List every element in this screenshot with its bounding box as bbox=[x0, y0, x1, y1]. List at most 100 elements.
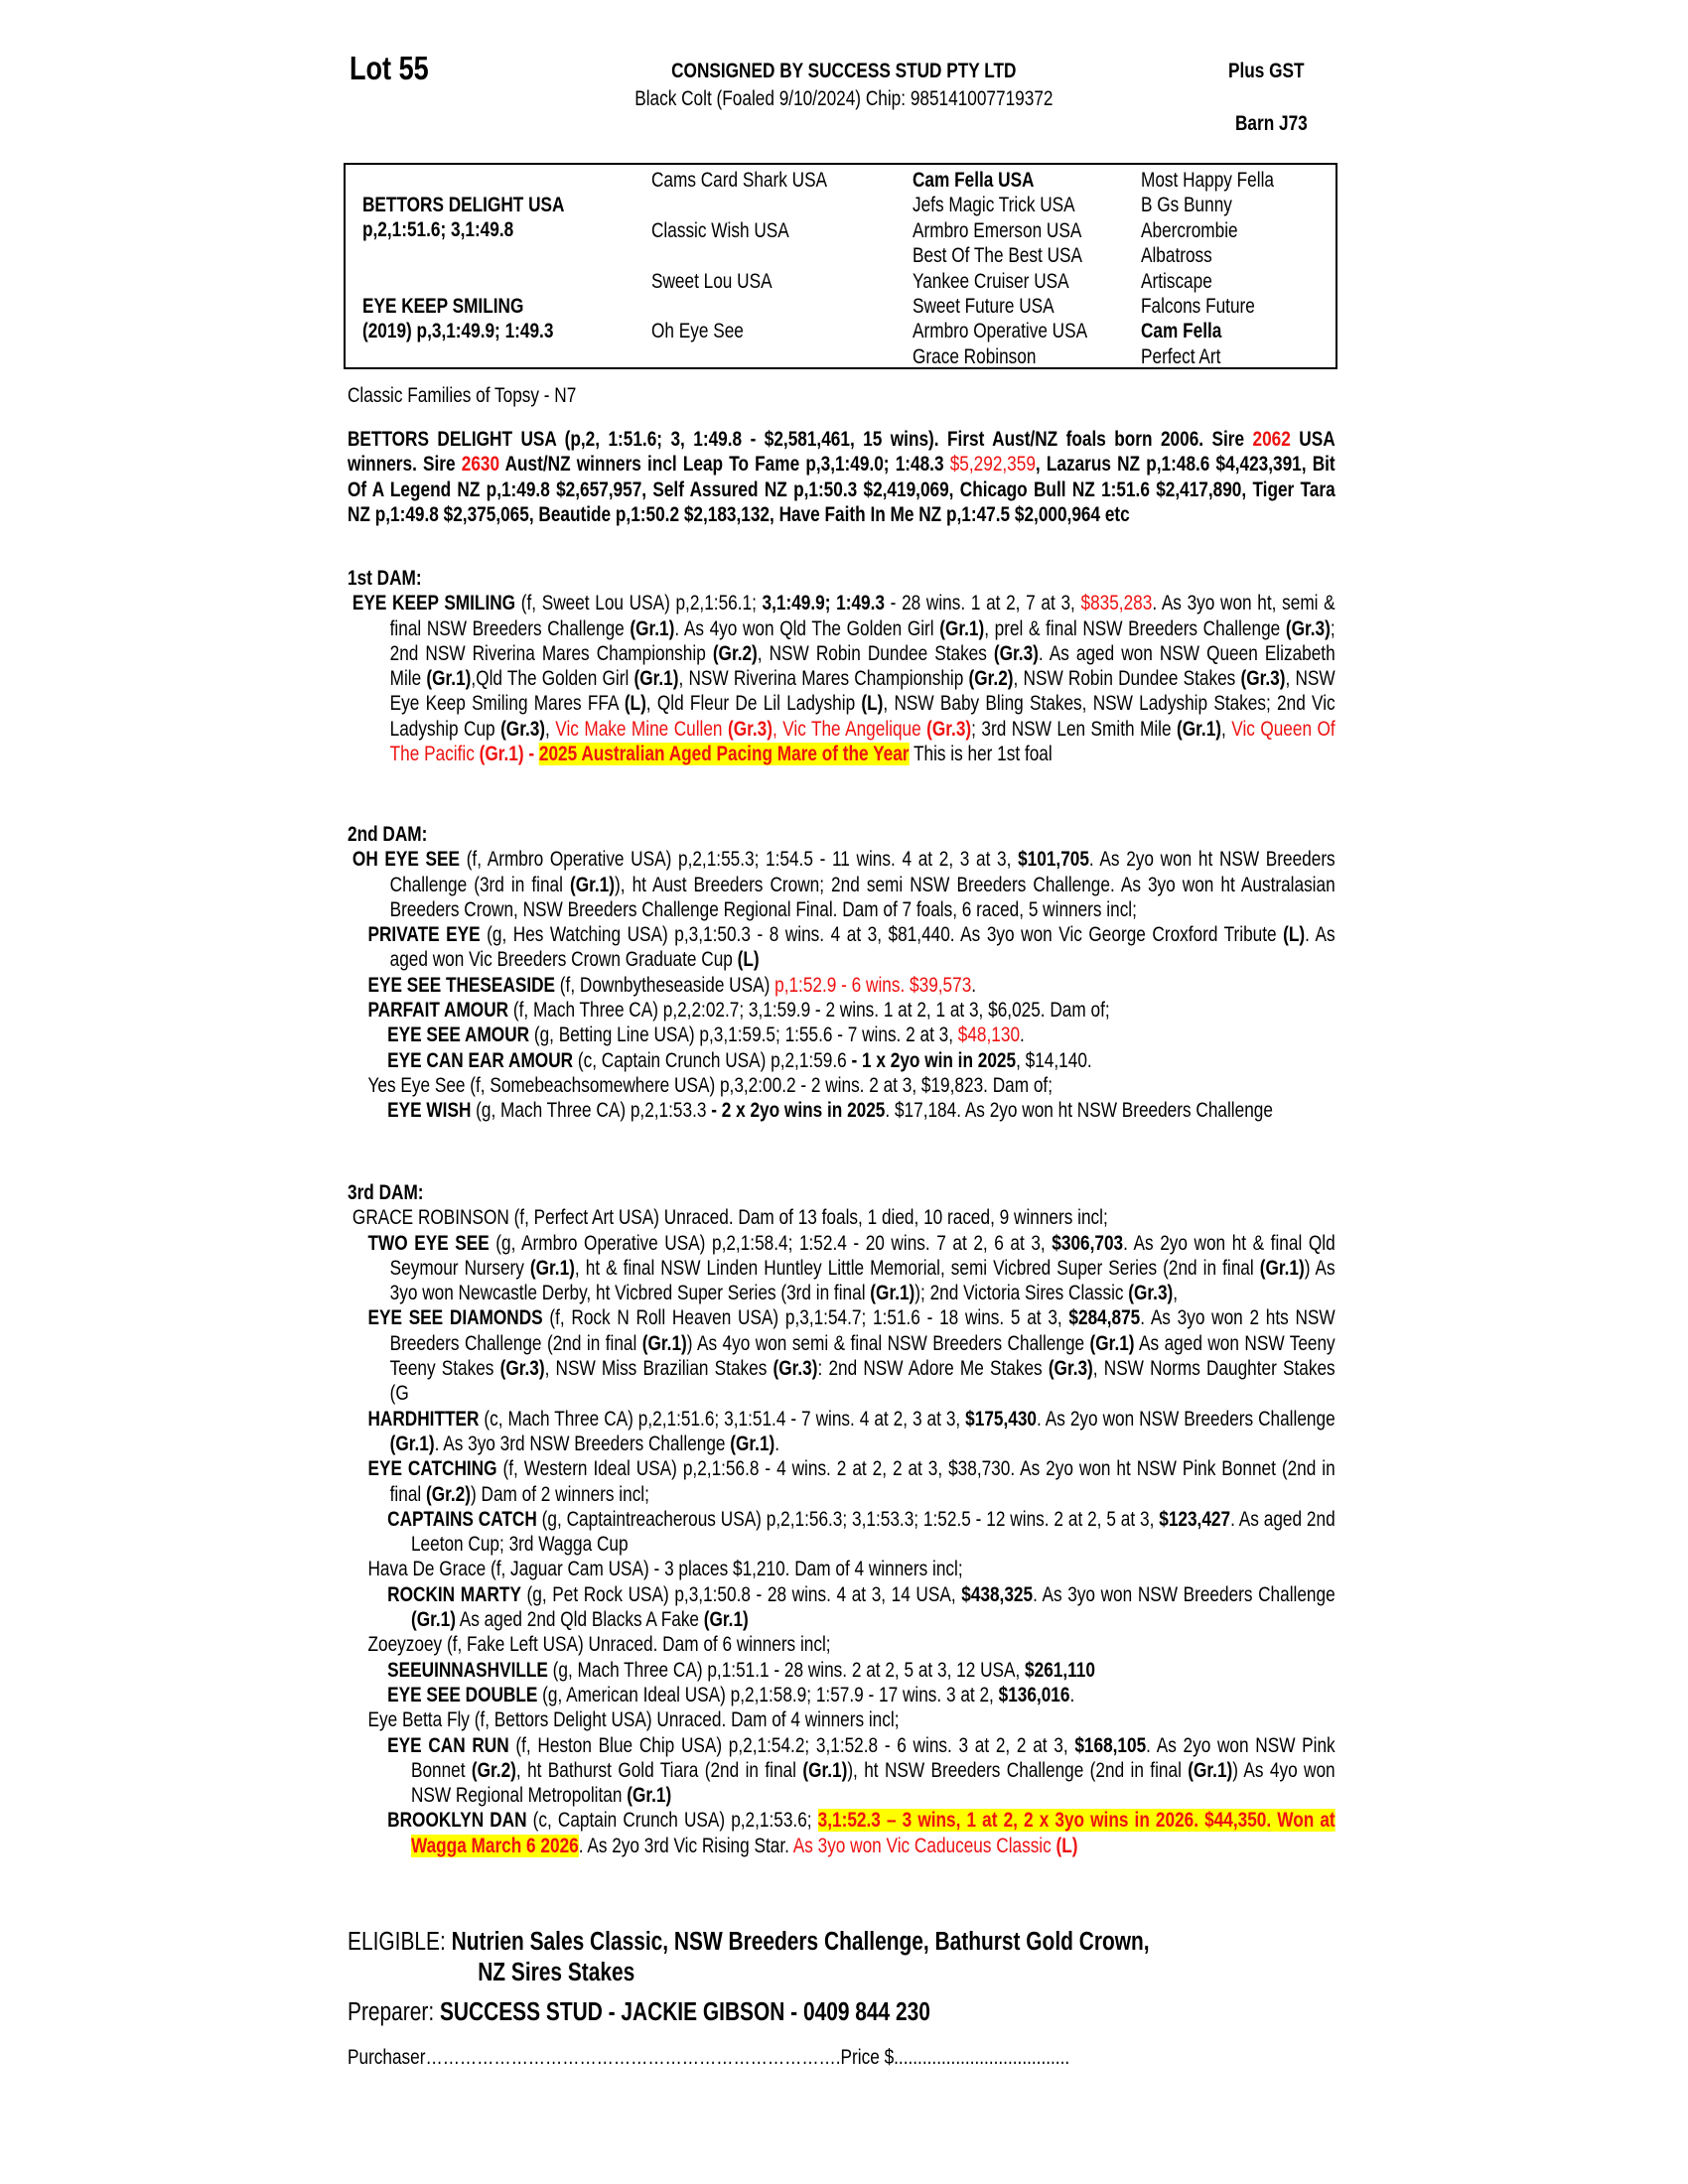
text-run: 3,1:49.9; 1:49.3 bbox=[762, 592, 885, 615]
pedigree-sire: BETTORS DELIGHT USA bbox=[362, 194, 565, 216]
second-dam-section: 2nd DAM: OH EYE SEE (f, Armbro Operative… bbox=[348, 822, 1336, 1124]
text-run: EYE SEE DOUBLE bbox=[387, 1683, 538, 1706]
text-run: (Gr.1) bbox=[627, 1784, 672, 1808]
pedigree-gen3-ancestor: Grace Robinson bbox=[913, 344, 1037, 368]
pedigree-gen4-ancestor: Perfect Art bbox=[1141, 344, 1221, 368]
text-run: (Gr.1) bbox=[870, 1282, 915, 1305]
text-run: . bbox=[774, 1432, 780, 1455]
pedigree-gen2-ancestor: Sweet Lou USA bbox=[651, 269, 773, 293]
pedigree-entry: EYE SEE DOUBLE (g, American Ideal USA) p… bbox=[348, 1683, 1336, 1707]
text-run: . As 3yo won NSW Breeders Challenge bbox=[1033, 1582, 1336, 1606]
text-run: EYE SEE AMOUR bbox=[387, 1024, 530, 1047]
text-run: ) As 4yo won semi & final NSW Breeders C… bbox=[686, 1331, 1090, 1355]
pedigree-gen3-ancestor: Armbro Emerson USA bbox=[913, 218, 1082, 242]
pedigree-entry: Eye Betta Fly (f, Bettors Delight USA) U… bbox=[348, 1707, 1336, 1732]
text-run: , NSW Robin Dundee Stakes bbox=[757, 641, 994, 665]
text-run: PRIVATE EYE bbox=[367, 923, 481, 947]
pedigree-entry: Yes Eye See (f, Somebeachsomewhere USA) … bbox=[348, 1073, 1336, 1098]
text-run: . As 2yo 3rd Vic Rising Star. bbox=[578, 1834, 793, 1857]
text-run: , $14,140. bbox=[1016, 1048, 1092, 1072]
text-run: 2062 bbox=[1252, 428, 1291, 451]
pedigree-gen4-ancestor: Falcons Future bbox=[1141, 295, 1255, 318]
text-run: (Gr.2) bbox=[968, 667, 1014, 691]
text-run: HARDHITTER bbox=[367, 1407, 480, 1431]
text-run: (Gr.3) bbox=[499, 1357, 545, 1381]
pedigree-entry: EYE SEE AMOUR (g, Betting Line USA) p,3,… bbox=[348, 1023, 1336, 1047]
text-run: . As 2yo won NSW Breeders Challenge bbox=[1036, 1407, 1336, 1431]
pedigree-entry: EYE KEEP SMILING (f, Sweet Lou USA) p,2,… bbox=[348, 591, 1336, 766]
text-run: (g, American Ideal USA) p,2,1:58.9; 1:57… bbox=[537, 1683, 999, 1706]
text-run: (f, Downbytheseaside USA) bbox=[555, 973, 775, 997]
text-run: (Gr.3) bbox=[1240, 667, 1286, 691]
text-run: (Gr.1) bbox=[1259, 1256, 1305, 1280]
text-run: (Gr.3) bbox=[1128, 1282, 1174, 1305]
text-run: . bbox=[971, 973, 977, 997]
pedigree-gen2-ancestor: Oh Eye See bbox=[651, 320, 744, 343]
text-run: , bbox=[772, 717, 783, 741]
text-run: ,Qld The Golden Girl bbox=[471, 667, 634, 691]
text-run: (Gr.1) bbox=[633, 667, 679, 691]
eligible-label: ELIGIBLE: bbox=[348, 1928, 452, 1956]
sire-section: BETTORS DELIGHT USA (p,2, 1:51.6; 3, 1:4… bbox=[348, 427, 1336, 527]
text-run: (L) bbox=[624, 692, 646, 716]
text-run: , NSW Norms Daughter Stakes (G bbox=[389, 1357, 1336, 1406]
pedigree-entry: HARDHITTER (c, Mach Three CA) p,2,1:51.6… bbox=[348, 1407, 1336, 1457]
text-run: TWO EYE SEE bbox=[367, 1231, 490, 1255]
third-dam-section: 3rd DAM: GRACE ROBINSON (f, Perfect Art … bbox=[348, 1180, 1336, 1858]
purchaser-price-field[interactable]: Purchaser……………………………………………………………….Price … bbox=[348, 2046, 1070, 2069]
text-run: GRACE ROBINSON (f, Perfect Art USA) Unra… bbox=[352, 1206, 1108, 1230]
text-run: $261,110 bbox=[1025, 1658, 1095, 1682]
text-run: $168,105 bbox=[1074, 1733, 1147, 1757]
sire-paragraph: BETTORS DELIGHT USA (p,2, 1:51.6; 3, 1:4… bbox=[348, 427, 1336, 527]
text-run: Yes Eye See (f, Somebeachsomewhere USA) … bbox=[367, 1073, 1054, 1097]
text-run: - 1 x 2yo win in 2025 bbox=[851, 1048, 1017, 1072]
text-run: ; 2nd NSW Riverina Mares Championship bbox=[389, 616, 1336, 665]
text-run: , bbox=[545, 717, 556, 741]
text-run: (g, Mach Three CA) p,2,1:53.3 bbox=[471, 1099, 712, 1123]
purchaser-line: Purchaser……………………………………………………………….Price … bbox=[348, 2045, 1336, 2070]
text-run: Vic The Angelique bbox=[782, 717, 927, 741]
text-run: $123,427 bbox=[1159, 1507, 1231, 1531]
text-run: ), ht Aust Breeders Crown; 2nd semi NSW … bbox=[389, 873, 1336, 921]
text-run: (Gr.1) bbox=[570, 873, 615, 896]
text-run: (Gr.1) bbox=[426, 667, 472, 691]
pedigree-entry: PRIVATE EYE (g, Hes Watching USA) p,3,1:… bbox=[348, 922, 1336, 973]
pedigree-entry: Zoeyzoey (f, Fake Left USA) Unraced. Dam… bbox=[348, 1632, 1336, 1657]
text-run: , NSW Baby Bling Stakes, NSW Ladyship St… bbox=[389, 692, 1336, 741]
text-run: , Lazarus NZ p,1:48.6 $4,423,391, Bit Of… bbox=[348, 453, 1336, 526]
text-run: (Gr.1) - bbox=[479, 743, 539, 766]
text-run: . As 2yo won ht & final Qld Seymour Nurs… bbox=[389, 1231, 1336, 1280]
text-run: (L) bbox=[861, 692, 884, 716]
text-run: (Gr.1) bbox=[410, 1608, 456, 1632]
eligible-section: ELIGIBLE: Nutrien Sales Classic, NSW Bre… bbox=[348, 1927, 1336, 1988]
text-run: (f, Mach Three CA) p,2,2:02.7; 3,1:59.9 … bbox=[508, 999, 1110, 1023]
horse-description: Black Colt (Foaled 9/10/2024) Chip: 9851… bbox=[634, 87, 1054, 110]
text-run: (c, Captain Crunch USA) p,2,1:53.6; bbox=[526, 1809, 818, 1833]
text-run: , NSW Eye Keep Smiling Mares FFA bbox=[389, 667, 1336, 716]
text-run: . As 2yo won ht NSW Breeders Challenge (… bbox=[389, 848, 1336, 896]
text-run: , NSW Robin Dundee Stakes bbox=[1013, 667, 1241, 691]
text-run: ), ht NSW Breeders Challenge (2nd in fin… bbox=[847, 1758, 1189, 1782]
text-run: OH EYE SEE bbox=[352, 848, 461, 872]
text-run: (f, Armbro Operative USA) p,2,1:55.3; 1:… bbox=[460, 848, 1019, 872]
pedigree-gen3-ancestor: Cam Fella USA bbox=[913, 169, 1035, 192]
text-run: . bbox=[1069, 1683, 1075, 1706]
pedigree-gen4-ancestor: B Gs Bunny bbox=[1141, 194, 1232, 217]
pedigree-entry: PARFAIT AMOUR (f, Mach Three CA) p,2,2:0… bbox=[348, 998, 1336, 1023]
text-run: Aust/NZ winners incl Leap To Fame p,3,1:… bbox=[499, 453, 950, 477]
text-run: (f, Western Ideal USA) p,2,1:56.8 - 4 wi… bbox=[389, 1457, 1336, 1506]
text-run: - 28 wins. 1 at 2, 7 at 3, bbox=[884, 592, 1081, 615]
text-run: $136,016 bbox=[998, 1683, 1070, 1706]
pedigree-entry: TWO EYE SEE (g, Armbro Operative USA) p,… bbox=[348, 1231, 1336, 1306]
pedigree-entry: OH EYE SEE (f, Armbro Operative USA) p,2… bbox=[348, 847, 1336, 922]
text-run: (Gr.1) bbox=[703, 1608, 749, 1632]
text-run: (Gr.1) bbox=[529, 1256, 575, 1280]
pedigree-dam-record: (2019) p,3,1:49.9; 1:49.3 bbox=[362, 320, 554, 342]
pedigree-entry: EYE SEE THESEASIDE (f, Downbytheseaside … bbox=[348, 973, 1336, 998]
pedigree-sire-record: p,2,1:51.6; 3,1:49.8 bbox=[362, 218, 514, 241]
text-run: (f, Rock N Roll Heaven USA) p,3,1:54.7; … bbox=[542, 1306, 1069, 1330]
gst-note: Plus GST bbox=[1227, 60, 1305, 82]
text-run: This is her 1st foal bbox=[909, 743, 1053, 766]
text-run: (Gr.3) bbox=[727, 717, 773, 741]
text-run: (Gr.2) bbox=[471, 1758, 516, 1782]
